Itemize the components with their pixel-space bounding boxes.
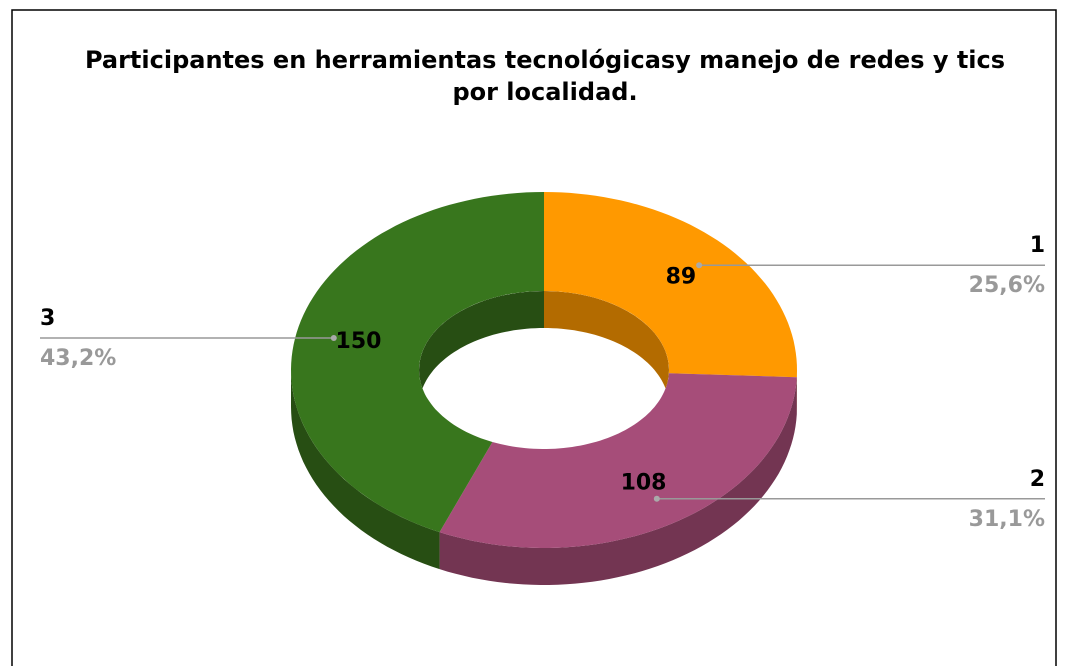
slice	[544, 192, 797, 378]
category-label: 3	[40, 306, 55, 331]
leader-dot	[653, 495, 660, 502]
inner-walls	[419, 291, 669, 407]
category-label: 2	[1030, 467, 1045, 492]
value-label: 89	[666, 265, 697, 290]
percentage-label: 31,1%	[969, 507, 1045, 532]
frame	[11, 9, 1057, 666]
outer-walls	[291, 370, 797, 585]
leader-dot	[696, 262, 703, 269]
percentage-label: 25,6%	[969, 273, 1045, 298]
chart-title: Participantes en herramientas tecnológic…	[84, 46, 1006, 106]
percentage-label: 43,2%	[40, 346, 116, 371]
leader-dot	[330, 335, 337, 342]
outer-wall	[439, 377, 797, 585]
top-faces	[291, 192, 797, 548]
value-label: 150	[336, 329, 382, 354]
inner-wall	[419, 291, 544, 407]
slice	[291, 192, 544, 533]
outer-wall	[291, 370, 440, 570]
inner-wall	[544, 291, 669, 407]
slice	[439, 373, 797, 548]
value-label: 108	[621, 471, 667, 496]
category-label: 1	[1030, 233, 1045, 258]
